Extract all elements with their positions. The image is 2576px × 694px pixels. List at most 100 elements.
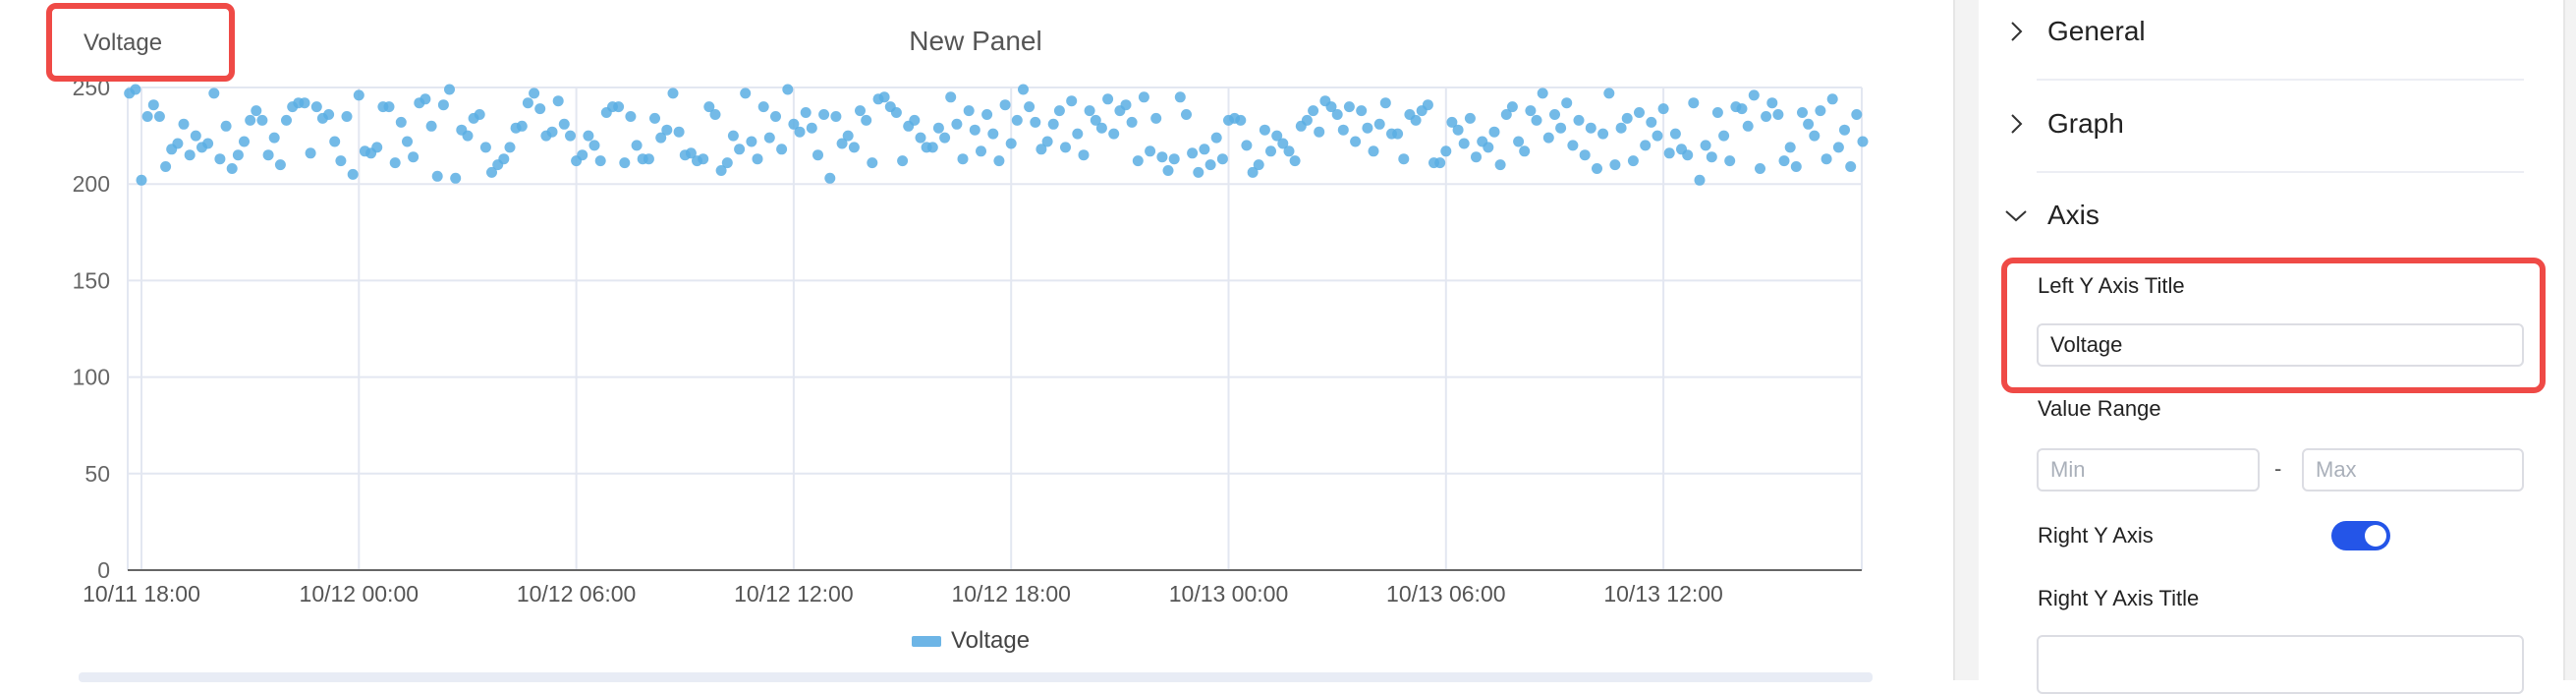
- data-point: [1216, 153, 1228, 165]
- left-y-axis-title-highlight: [2001, 258, 2546, 393]
- data-point: [1108, 128, 1120, 140]
- data-point: [1832, 142, 1844, 153]
- data-point: [1592, 163, 1602, 174]
- data-point: [939, 132, 951, 144]
- data-point: [969, 124, 980, 136]
- data-point: [1766, 97, 1778, 109]
- section-general[interactable]: General: [2004, 16, 2146, 47]
- data-point: [1392, 128, 1404, 140]
- data-point: [1018, 84, 1029, 95]
- data-point: [1084, 105, 1095, 117]
- right-y-axis-title-label: Right Y Axis Title: [2038, 586, 2200, 610]
- data-point: [1126, 116, 1138, 128]
- right-scrollbar-track[interactable]: [2563, 0, 2576, 680]
- data-point: [1181, 109, 1192, 120]
- x-tick-label: 10/13 06:00: [1386, 581, 1506, 607]
- data-point: [1132, 155, 1144, 167]
- data-point: [130, 84, 141, 95]
- data-point: [1078, 149, 1090, 161]
- x-tick-label: 10/11 18:00: [83, 581, 200, 607]
- data-point: [178, 118, 190, 130]
- section-axis[interactable]: Axis: [2004, 200, 2100, 231]
- right-y-axis-toggle[interactable]: [2331, 521, 2390, 550]
- data-point: [431, 170, 443, 182]
- toggle-knob: [2365, 525, 2386, 547]
- value-range-min-input[interactable]: Min: [2037, 448, 2260, 492]
- data-point: [1337, 124, 1349, 136]
- legend-item-voltage[interactable]: Voltage: [912, 627, 1030, 655]
- data-point: [878, 91, 890, 103]
- data-point: [462, 130, 474, 142]
- data-point: [281, 114, 292, 126]
- data-point: [1724, 155, 1736, 167]
- data-point: [1271, 130, 1283, 142]
- data-point: [583, 130, 594, 142]
- data-point: [987, 128, 999, 140]
- data-point: [1742, 120, 1754, 132]
- data-point: [740, 87, 752, 99]
- data-point: [1308, 105, 1319, 117]
- data-point: [848, 142, 860, 153]
- data-point: [1682, 149, 1694, 161]
- data-point: [703, 101, 715, 113]
- data-point: [1053, 105, 1065, 117]
- data-point: [1422, 99, 1433, 111]
- data-point: [1410, 114, 1422, 126]
- data-point: [353, 89, 364, 101]
- data-point: [262, 149, 274, 161]
- value-range-max-input[interactable]: Max: [2302, 448, 2524, 492]
- data-point: [565, 130, 576, 142]
- data-point: [425, 120, 437, 132]
- data-point: [1024, 101, 1036, 113]
- section-graph[interactable]: Graph: [2004, 108, 2124, 140]
- data-point: [685, 147, 697, 159]
- data-point: [1646, 116, 1657, 128]
- data-point: [256, 114, 268, 126]
- panel-resize-gutter[interactable]: [1953, 0, 1979, 680]
- data-point: [1434, 157, 1446, 169]
- data-point: [619, 157, 631, 169]
- data-point: [926, 142, 938, 153]
- data-point: [1706, 151, 1717, 163]
- x-tick-label: 10/12 06:00: [517, 581, 637, 607]
- data-point: [1851, 109, 1863, 120]
- data-point: [383, 101, 395, 113]
- right-y-axis-title-input[interactable]: [2037, 635, 2524, 694]
- data-point: [1784, 142, 1796, 153]
- data-point: [479, 142, 491, 153]
- data-point: [1030, 116, 1041, 128]
- data-point: [1162, 165, 1174, 176]
- data-point: [402, 136, 413, 147]
- data-point: [1471, 151, 1482, 163]
- right-y-axis-label: Right Y Axis: [2038, 523, 2154, 548]
- data-point: [305, 147, 316, 159]
- data-point: [981, 109, 993, 120]
- data-point: [220, 120, 232, 132]
- data-point: [727, 130, 739, 142]
- data-point: [420, 93, 431, 105]
- data-point: [951, 118, 963, 130]
- data-point: [667, 87, 679, 99]
- data-point: [274, 159, 286, 171]
- data-point: [184, 149, 196, 161]
- data-point: [836, 138, 848, 149]
- data-point: [746, 136, 757, 147]
- data-point: [1755, 163, 1765, 174]
- section-axis-label: Axis: [2047, 200, 2100, 230]
- data-point: [1640, 140, 1652, 151]
- data-point: [552, 95, 564, 107]
- data-point: [202, 138, 214, 149]
- left-y-axis-title-input[interactable]: Voltage: [2037, 323, 2524, 367]
- data-point: [1603, 87, 1615, 99]
- y-tick-label: 200: [73, 171, 110, 197]
- data-point: [1652, 130, 1663, 142]
- data-point: [1156, 151, 1168, 163]
- data-point: [594, 155, 606, 167]
- data-point: [812, 149, 823, 161]
- data-point: [1373, 118, 1385, 130]
- data-point: [1440, 145, 1452, 157]
- data-point: [1241, 140, 1253, 151]
- data-point: [153, 111, 165, 122]
